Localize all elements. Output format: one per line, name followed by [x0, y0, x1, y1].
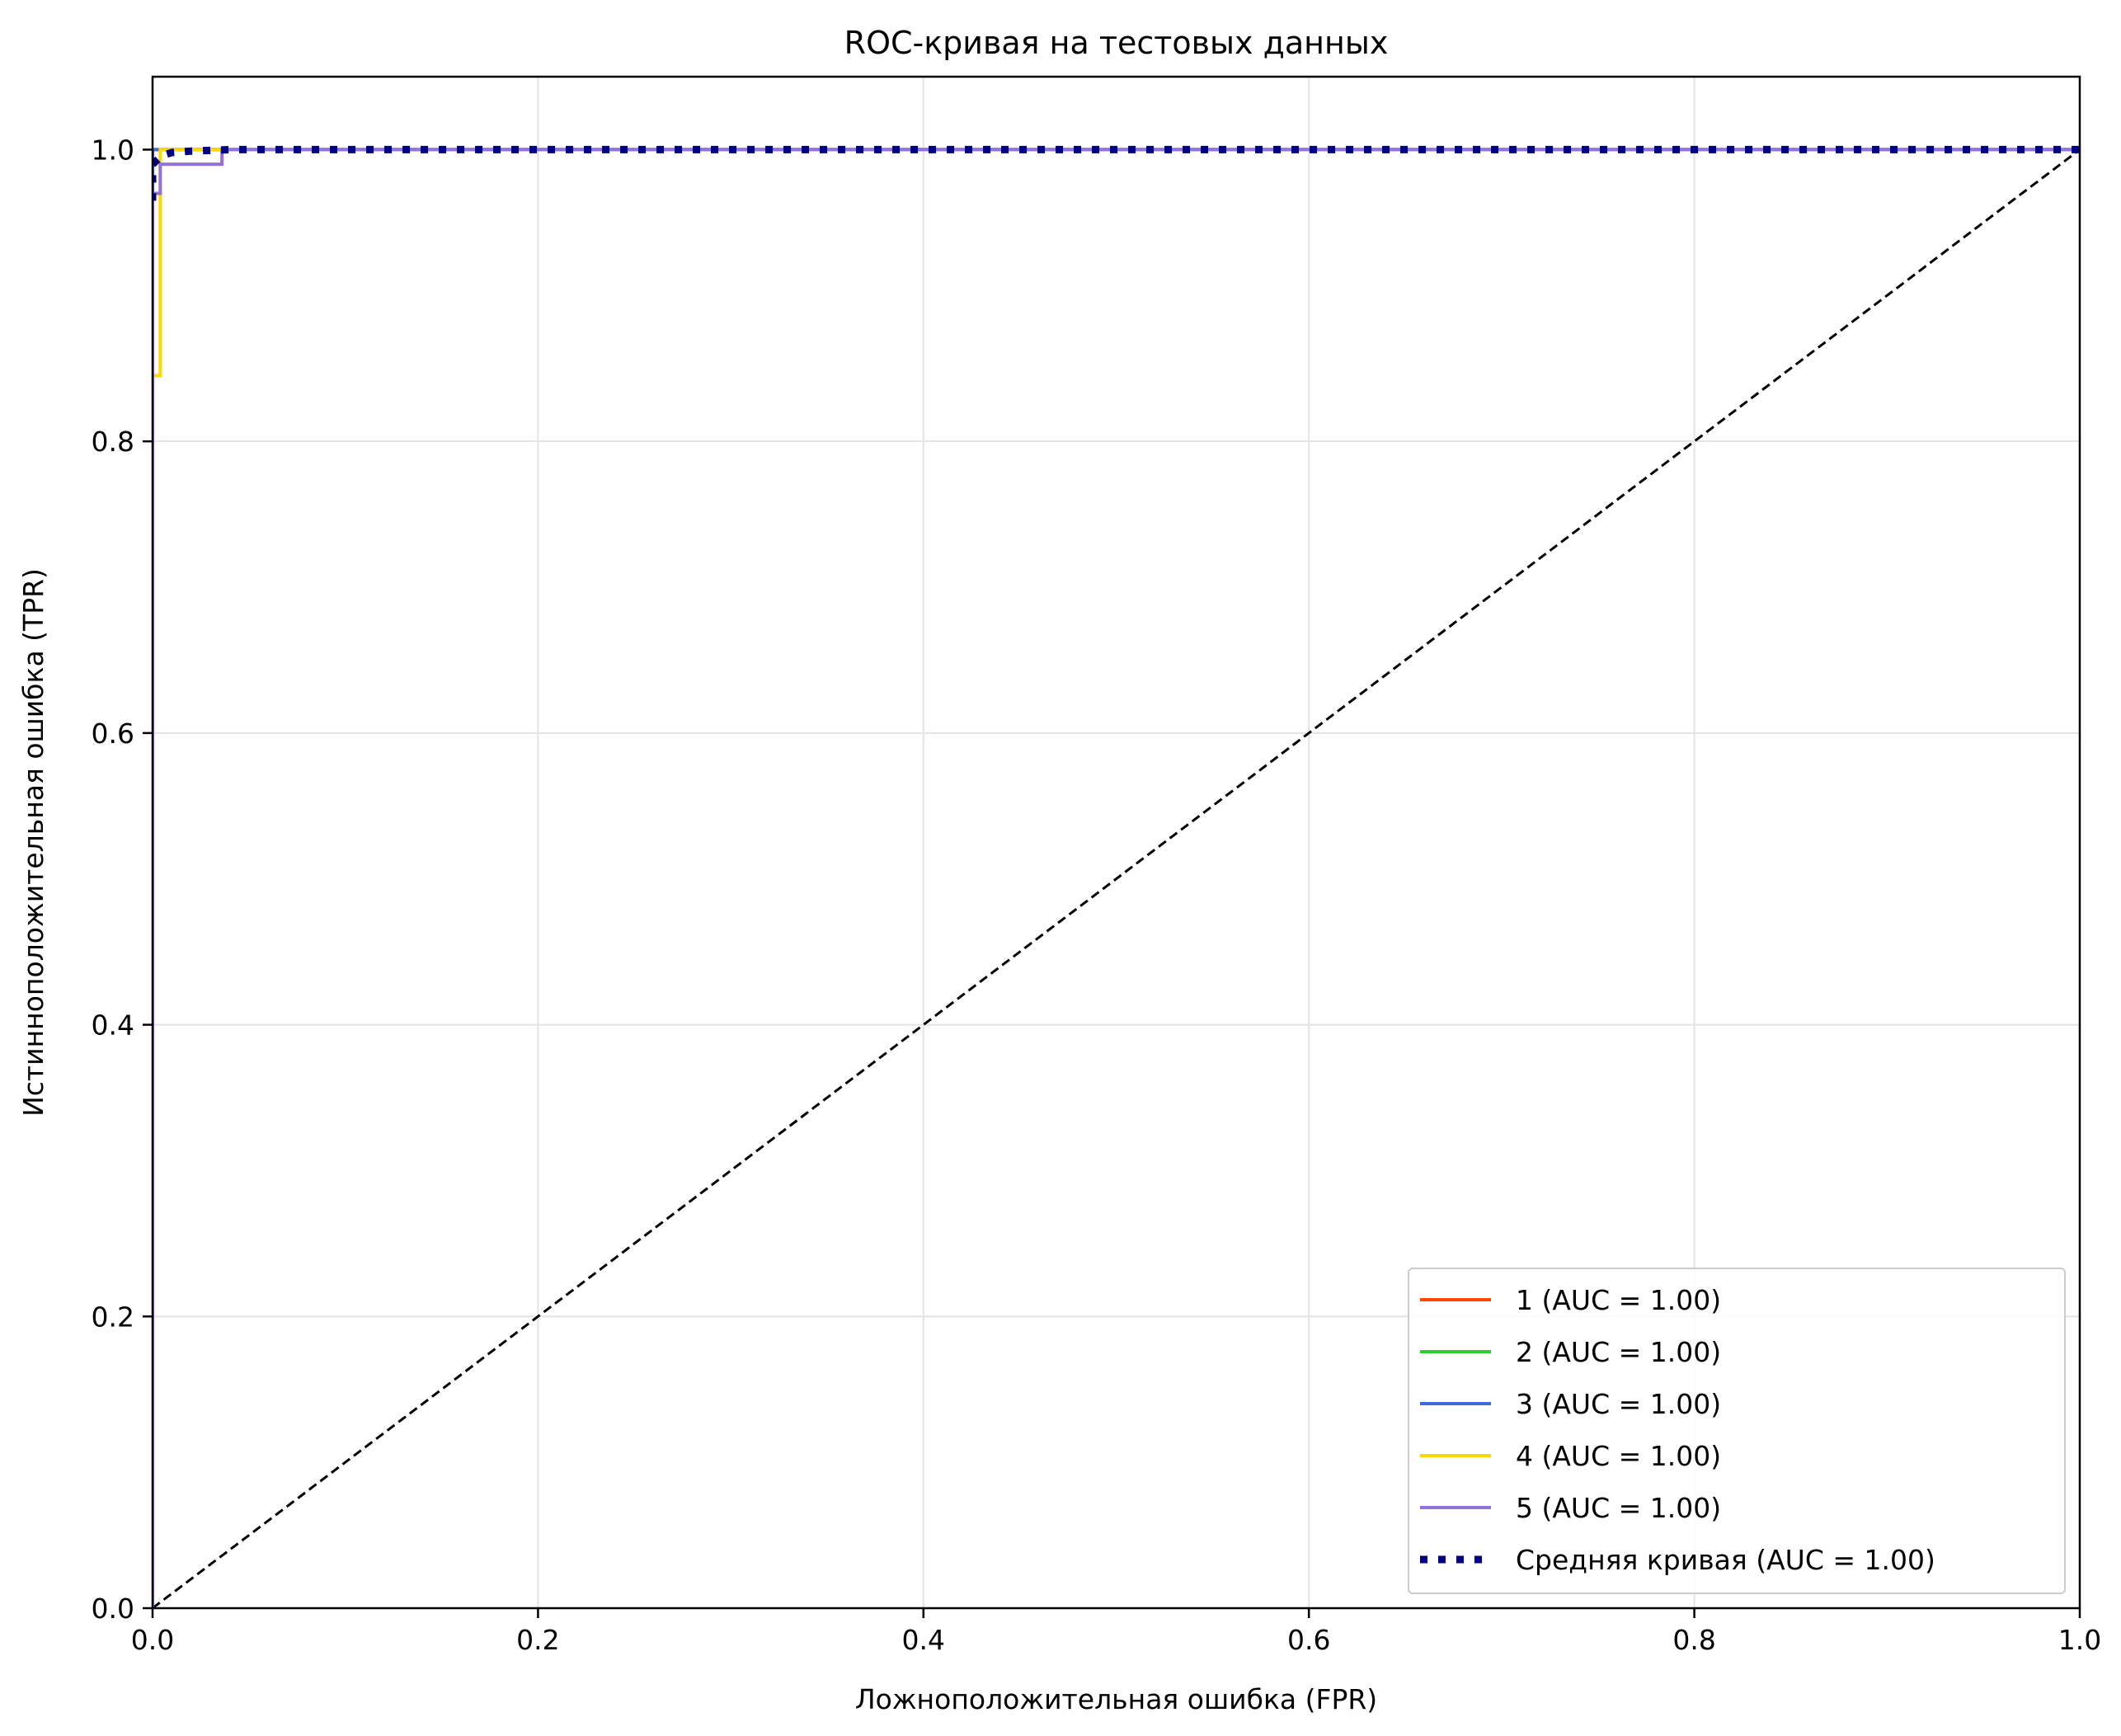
y-tick-label: 0.0	[92, 1593, 134, 1625]
y-tick-label: 0.2	[92, 1301, 134, 1333]
legend-label-2: 2 (AUC = 1.00)	[1516, 1336, 1721, 1368]
plot-area	[153, 145, 2080, 1608]
x-tick-label: 0.2	[516, 1624, 559, 1656]
chart-title: ROC-кривая на тестовых данных	[844, 25, 1389, 61]
x-tick-label: 0.4	[902, 1624, 945, 1656]
legend-label-6: Средняя кривая (AUC = 1.00)	[1516, 1544, 1935, 1576]
y-tick-label: 0.6	[92, 717, 134, 750]
grid-lines	[152, 77, 2081, 1609]
legend-label-4: 4 (AUC = 1.00)	[1516, 1440, 1721, 1472]
y-tick-label: 1.0	[92, 134, 134, 166]
axes-frame	[151, 75, 2081, 1610]
x-tick-label: 0.8	[1672, 1624, 1715, 1656]
y-tick-label: 0.8	[92, 426, 134, 458]
legend-box	[1408, 1268, 2066, 1594]
legend: 1 (AUC = 1.00) 2 (AUC = 1.00) 3 (AUC = 1.0…	[1408, 1268, 2066, 1594]
chance-diagonal-line	[153, 148, 2080, 1608]
x-tick-label: 0.6	[1287, 1624, 1330, 1656]
legend-label-1: 1 (AUC = 1.00)	[1516, 1284, 1721, 1316]
x-tick-label: 1.0	[2058, 1624, 2101, 1656]
legend-label-3: 3 (AUC = 1.00)	[1516, 1388, 1721, 1420]
x-axis-label: Ложноположительная ошибка (FPR)	[855, 1683, 1377, 1715]
roc-series-line-6	[153, 145, 2080, 201]
axis-ticks: 0.0 0.2 0.4 0.6 0.8 1.0 0.0 0.2 0.4 0.6 0.8 1.0	[92, 134, 2102, 1656]
y-axis-label: Истинноположительная ошибка (TPR)	[17, 568, 49, 1117]
legend-label-5: 5 (AUC = 1.00)	[1516, 1492, 1721, 1524]
x-tick-label: 0.0	[131, 1624, 174, 1656]
y-tick-label: 0.4	[92, 1009, 134, 1042]
